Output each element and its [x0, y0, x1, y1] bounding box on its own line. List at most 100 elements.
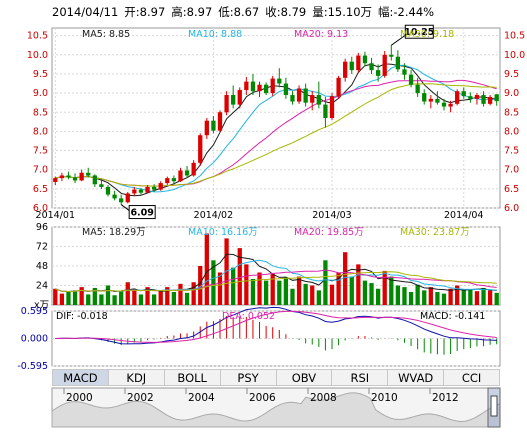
candle-body: [119, 198, 124, 203]
volume-tick: 24: [36, 281, 48, 292]
candle-body: [224, 95, 229, 113]
candle-body: [198, 135, 203, 163]
candle-body: [211, 120, 216, 131]
volume-bar: [257, 272, 262, 305]
candle-body: [369, 63, 374, 71]
candle-body: [257, 84, 262, 92]
price-legend-3: MA30: 9.18: [400, 29, 454, 40]
macd-tick: 0.000: [21, 334, 48, 345]
volume-bar: [244, 264, 249, 305]
volume-bar: [283, 277, 289, 305]
candle-body: [231, 95, 236, 105]
candle-body: [283, 83, 289, 96]
quote-high: 高:8.97: [171, 5, 213, 19]
price-ma30-line: [55, 83, 497, 187]
navigator-handle-grip: [490, 395, 498, 417]
tab-psy[interactable]: PSY: [220, 369, 277, 386]
candle-body: [132, 189, 137, 194]
volume-bar: [408, 292, 414, 305]
volume-legend-2: MA20: 19.85万: [294, 227, 364, 238]
price-ma10-line: [55, 64, 497, 193]
candle-body: [244, 81, 249, 91]
high-marker-box: [404, 24, 434, 39]
volume-bar: [198, 266, 203, 305]
candle-body: [59, 175, 65, 179]
price-tick-right: 10.0: [504, 50, 525, 61]
price-tick-right: 10.5: [504, 31, 525, 42]
quote-date: 2014/04/11: [52, 5, 119, 19]
price-tick-right: 8.5: [504, 107, 519, 118]
price-panel: [51, 27, 501, 209]
candle-body: [448, 103, 453, 107]
candle-body: [428, 98, 433, 102]
volume-bar: [343, 252, 348, 305]
candle-body: [395, 56, 401, 70]
volume-bar: [395, 285, 401, 305]
candle-body: [66, 175, 71, 178]
tab-kdj[interactable]: KDJ: [108, 369, 165, 386]
candle-body: [86, 172, 91, 176]
volume-bar: [481, 287, 486, 305]
tab-rsi[interactable]: RSI: [332, 369, 389, 386]
tab-macd[interactable]: MACD: [52, 369, 109, 386]
volume-bar: [415, 284, 420, 305]
price-tick-right: 8.0: [504, 126, 519, 137]
volume-bar: [53, 288, 58, 305]
volume-bar: [296, 276, 302, 305]
candle-body: [125, 193, 130, 203]
volume-bar: [204, 233, 209, 305]
candle-body: [191, 162, 196, 176]
candle-body: [204, 120, 209, 136]
volume-bar: [468, 289, 473, 305]
price-tick-right: 7.5: [504, 146, 519, 157]
candle-body: [217, 112, 223, 131]
volume-bar: [112, 295, 117, 305]
volume-bar: [441, 293, 447, 305]
candle-body: [336, 77, 341, 97]
candle-body: [474, 95, 480, 99]
high-marker-label: 10.25: [404, 27, 434, 38]
macd-legend-dif: DIF: -0.018: [56, 311, 108, 322]
candle-body: [250, 81, 256, 92]
candle-body: [99, 184, 104, 187]
candle-body: [277, 78, 282, 84]
volume-tick: 96: [36, 222, 48, 233]
quote-volume: 量:15.10万: [312, 5, 373, 19]
volume-tick: 72: [36, 242, 48, 253]
price-tick-left: 10.0: [27, 50, 48, 61]
volume-bar: [158, 290, 163, 305]
price-tick-right: 9.0: [504, 88, 519, 99]
price-legend-2: MA20: 9.13: [294, 29, 348, 40]
candle-body: [290, 95, 295, 102]
tab-cci[interactable]: CCI: [444, 369, 500, 386]
volume-bar: [329, 284, 335, 305]
candle-body: [112, 194, 117, 199]
candle-body: [389, 54, 394, 57]
volume-bar: [145, 287, 150, 305]
price-tick-left: 8.0: [33, 126, 48, 137]
volume-bar: [237, 248, 242, 305]
volume-bar: [461, 290, 466, 305]
tab-wvad[interactable]: WVAD: [388, 369, 445, 386]
volume-bar: [125, 282, 130, 305]
volume-bar: [132, 290, 137, 305]
volume-legend-0: MA5: 18.29万: [82, 227, 146, 238]
price-tick-right: 6.5: [504, 184, 519, 195]
tab-boll[interactable]: BOLL: [164, 369, 221, 386]
price-x-tick: 2014/03: [312, 210, 351, 221]
volume-bar: [428, 287, 433, 305]
candle-body: [105, 186, 111, 195]
candle-body: [349, 61, 354, 71]
volume-bar: [138, 294, 144, 305]
volume-bar: [336, 272, 341, 305]
price-tick-right: 9.5: [504, 69, 519, 80]
high-marker-line: [391, 34, 406, 46]
tab-obv[interactable]: OBV: [276, 369, 333, 386]
volume-bar: [224, 238, 229, 305]
price-x-tick: 2014/02: [194, 210, 233, 221]
candle-body: [165, 178, 170, 184]
volume-bar: [79, 287, 84, 305]
candle-body: [402, 69, 407, 75]
candle-body: [171, 178, 177, 182]
